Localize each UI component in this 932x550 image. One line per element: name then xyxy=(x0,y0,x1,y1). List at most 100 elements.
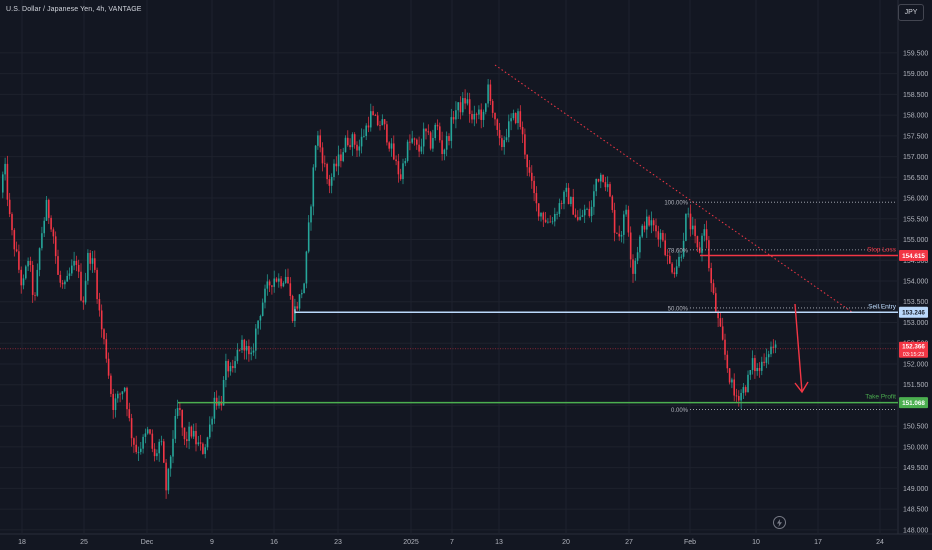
candle-body xyxy=(643,225,646,230)
candle-body xyxy=(450,117,453,141)
candle-body xyxy=(319,135,321,148)
candle-body xyxy=(540,212,542,217)
candle-body xyxy=(751,358,754,371)
candle-body xyxy=(761,361,763,371)
candle-body xyxy=(770,346,772,355)
candle-body xyxy=(652,220,655,226)
candle-body xyxy=(326,163,328,180)
candle-body xyxy=(255,328,257,351)
candle-body xyxy=(257,320,259,329)
candle-body xyxy=(370,111,372,128)
candle-body xyxy=(250,352,252,355)
candle-body xyxy=(593,191,595,207)
chart-annotations: 100.00% 78.60% 50.00% 0.00% Stop Loss Sell En… xyxy=(0,64,898,414)
candle-body xyxy=(381,119,384,126)
candle-body xyxy=(604,182,607,188)
y-tick-label: 153.500 xyxy=(903,299,928,306)
candle-body xyxy=(22,278,25,286)
candle-body xyxy=(52,229,55,237)
candle-body xyxy=(744,387,747,393)
candle-body xyxy=(471,114,473,120)
candle-body xyxy=(537,203,540,217)
candle-body xyxy=(721,326,724,340)
candle-body xyxy=(181,410,183,428)
candle-body xyxy=(202,443,204,454)
candle-body xyxy=(503,140,505,148)
candle-body xyxy=(498,129,501,139)
candle-body xyxy=(455,110,457,120)
candle-body xyxy=(662,232,664,241)
take-profit-price-tag xyxy=(899,397,928,409)
candle-body xyxy=(222,379,225,406)
candle-body xyxy=(510,118,512,122)
candle-body xyxy=(613,209,616,233)
candle-body xyxy=(135,444,137,453)
candle-body xyxy=(312,167,315,207)
candle-body xyxy=(466,99,469,104)
candle-body xyxy=(600,174,602,182)
candle-body xyxy=(31,265,34,295)
stop-loss-price-tag xyxy=(899,249,928,261)
candle-body xyxy=(268,281,271,286)
candle-body xyxy=(526,154,528,168)
candle-body xyxy=(528,167,531,173)
candle-body xyxy=(731,379,733,383)
symbol-title: U.S. Dollar / Japanese Yen, 4h, VANTAGE xyxy=(6,6,142,13)
y-tick-label: 151.500 xyxy=(903,382,928,389)
candle-body xyxy=(59,274,62,283)
x-tick-label: 10 xyxy=(752,539,760,546)
take-profit-price-text: 151.068 xyxy=(902,400,925,407)
candle-body xyxy=(547,221,549,223)
candle-body xyxy=(397,161,400,175)
candle-body xyxy=(627,209,630,233)
candle-body xyxy=(25,266,27,279)
candle-body xyxy=(48,199,50,218)
candle-body xyxy=(595,178,597,192)
candle-body xyxy=(512,113,515,119)
candle-body xyxy=(167,468,170,491)
x-tick-label: 20 xyxy=(562,539,570,546)
candle-body xyxy=(192,431,195,437)
candle-body xyxy=(172,438,174,457)
candle-body xyxy=(179,407,181,411)
current-price-tag xyxy=(899,341,928,358)
candle-body xyxy=(533,180,535,194)
y-tick-label: 159.500 xyxy=(903,50,928,57)
x-tick-label: 24 xyxy=(876,539,884,546)
candle-body xyxy=(149,429,151,434)
candle-body xyxy=(156,453,158,457)
candle-body xyxy=(174,415,177,439)
candle-body xyxy=(252,350,255,353)
candle-body xyxy=(80,271,82,301)
grid-lines xyxy=(0,0,932,535)
candle-body xyxy=(441,140,443,155)
candle-body xyxy=(747,374,749,393)
candle-body xyxy=(491,101,494,113)
candle-body xyxy=(163,441,165,463)
stop-loss-price-text: 154.615 xyxy=(902,253,925,260)
candle-body xyxy=(94,258,96,270)
lightning-icon[interactable] xyxy=(773,516,786,529)
candle-body xyxy=(186,439,188,442)
candle-body xyxy=(641,225,643,237)
price-axis[interactable]: 148.000 148.500 149.000 149.500 150.000 150.5… xyxy=(899,50,928,534)
candle-body xyxy=(556,213,558,215)
x-tick-label: 13 xyxy=(495,539,503,546)
candle-body xyxy=(280,278,282,287)
candle-body xyxy=(425,128,427,132)
time-axis[interactable]: 18 25 Dec 9 16 23 2025 7 13 20 27 Feb 10 17 24 xyxy=(18,539,884,546)
currency-button[interactable]: JPY xyxy=(898,4,924,21)
candle-body xyxy=(211,418,213,425)
candle-body xyxy=(45,199,48,221)
candle-body xyxy=(351,134,354,148)
candle-body xyxy=(365,125,367,137)
candle-body xyxy=(772,346,775,348)
candle-body xyxy=(482,111,485,120)
descending-trendline xyxy=(494,64,853,313)
candle-body xyxy=(61,282,64,285)
candle-body xyxy=(602,174,604,183)
candle-body xyxy=(220,401,223,406)
candle-body xyxy=(719,318,722,327)
y-tick-label: 150.000 xyxy=(903,444,928,451)
